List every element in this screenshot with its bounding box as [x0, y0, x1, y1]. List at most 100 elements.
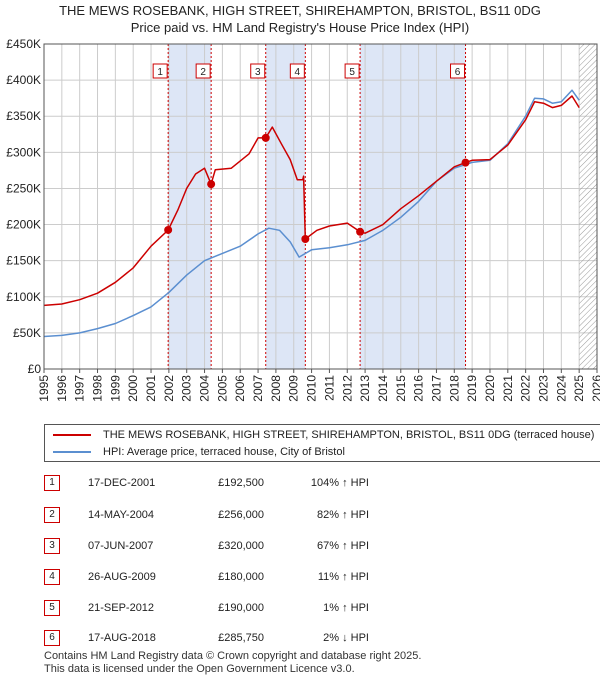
x-tick-label: 1997 — [73, 375, 87, 402]
table-row: 3 07-JUN-2007 £320,000 67% ↑ HPI — [44, 538, 374, 558]
sale-marker-label: 1 — [157, 67, 163, 78]
x-tick-label: 2009 — [287, 375, 301, 402]
x-tick-label: 2021 — [501, 375, 515, 402]
table-row: 4 26-AUG-2009 £180,000 11% ↑ HPI — [44, 569, 374, 589]
sale-hpi-change: 2% ↓ HPI — [323, 632, 369, 644]
sale-marker-label: 4 — [295, 67, 301, 78]
x-tick-label: 2019 — [465, 375, 479, 402]
sale-number: 4 — [44, 569, 60, 585]
sale-point — [461, 158, 470, 167]
x-tick-label: 2018 — [447, 375, 461, 402]
y-tick-label: £200K — [6, 218, 41, 232]
price-chart: 1 2 3 4 5 6 £0 £50K £100K £150K £200K £250K £300K £3… — [6, 37, 600, 402]
y-tick-label: £50K — [13, 326, 41, 340]
x-tick-label: 2023 — [536, 375, 550, 402]
x-tick-label: 2011 — [322, 375, 336, 401]
y-tick-label: £450K — [6, 37, 41, 51]
legend-hpi-line — [53, 451, 91, 453]
chart-subtitle: Price paid vs. HM Land Registry's House … — [130, 20, 470, 35]
sale-marker-box — [152, 63, 168, 79]
sale-point — [301, 235, 310, 243]
hatched-region — [579, 44, 597, 369]
sale-date: 26-AUG-2009 — [88, 571, 156, 583]
sale-marker-box — [450, 63, 466, 79]
sale-marker-label: 2 — [200, 67, 206, 78]
legend-hpi-label: HPI: Average price, terraced house, City… — [103, 446, 345, 458]
sale-hpi-change: 104% ↑ HPI — [310, 477, 369, 489]
y-tick-label: £150K — [6, 254, 41, 268]
sale-marker-box — [250, 63, 266, 79]
sale-number: 6 — [44, 630, 60, 646]
legend-item-property: THE MEWS ROSEBANK, HIGH STREET, SHIREHAM… — [53, 427, 594, 443]
x-tick-label: 2025 — [572, 375, 586, 402]
sale-price: £190,000 — [218, 602, 264, 614]
hpi-series-line — [43, 89, 580, 338]
x-tick-label: 2016 — [412, 375, 426, 402]
y-tick-label: £100K — [6, 290, 41, 304]
x-tick-label: 2022 — [519, 375, 533, 402]
sale-marker-label: 3 — [255, 67, 261, 78]
sale-price: £256,000 — [218, 509, 264, 521]
x-tick-label: 2001 — [144, 375, 158, 402]
sale-marker-box — [344, 63, 360, 79]
footer-copyright: Contains HM Land Registry data © Crown c… — [44, 650, 422, 662]
sale-number: 2 — [44, 507, 60, 523]
sale-date: 17-DEC-2001 — [88, 477, 156, 489]
sale-price: £320,000 — [218, 540, 264, 552]
sale-date: 17-AUG-2018 — [88, 632, 156, 644]
sale-number: 5 — [44, 600, 60, 616]
shaded-period — [168, 44, 212, 369]
sale-date: 14-MAY-2004 — [88, 509, 155, 521]
footer: Contains HM Land Registry data © Crown c… — [44, 650, 421, 676]
y-tick-label: £250K — [6, 181, 41, 195]
x-tick-label: 2026 — [590, 375, 600, 402]
x-tick-label: 2014 — [376, 375, 390, 402]
x-tick-label: 2000 — [126, 375, 140, 402]
x-tick-label: 2008 — [269, 375, 283, 402]
x-tick-label: 2020 — [483, 375, 497, 402]
sale-marker-label: 5 — [349, 67, 355, 78]
sale-hpi-change: 11% ↑ HPI — [317, 571, 369, 583]
x-tick-label: 2005 — [215, 375, 229, 402]
y-tick-label: £300K — [6, 145, 41, 159]
x-tick-label: 2004 — [198, 375, 212, 402]
shaded-period — [265, 44, 306, 369]
sale-marker-label: 6 — [455, 67, 461, 78]
legend: THE MEWS ROSEBANK, HIGH STREET, SHIREHAM… — [44, 424, 600, 462]
x-tick-label: 1999 — [108, 375, 122, 402]
sale-marker-box — [289, 63, 305, 79]
x-tick-label: 2024 — [554, 375, 568, 402]
sale-point — [261, 133, 270, 142]
x-tick-label: 2015 — [394, 375, 408, 402]
x-tick-label: 2013 — [358, 375, 372, 402]
sale-date: 07-JUN-2007 — [88, 540, 154, 552]
property-series-line — [43, 95, 580, 307]
x-tick-label: 2010 — [305, 375, 319, 402]
sale-price: £192,500 — [218, 477, 264, 489]
x-tick-label: 2012 — [340, 375, 354, 402]
y-tick-label: £400K — [6, 73, 41, 87]
x-tick-label: 2006 — [233, 375, 247, 402]
sale-price: £180,000 — [218, 571, 264, 583]
sale-number: 3 — [44, 538, 60, 554]
x-tick-label: 1996 — [55, 375, 69, 402]
sale-hpi-change: 82% ↑ HPI — [317, 509, 369, 521]
legend-property-line — [53, 434, 91, 436]
sale-point — [207, 180, 216, 189]
sale-marker-box — [195, 63, 211, 79]
footer-licence: This data is licensed under the Open Gov… — [44, 663, 355, 675]
sale-hpi-change: 1% ↑ HPI — [323, 602, 369, 614]
y-tick-label: £0 — [28, 362, 42, 376]
x-tick-label: 2007 — [251, 375, 265, 402]
x-tick-label: 1995 — [37, 375, 51, 402]
sale-hpi-change: 67% ↑ HPI — [317, 540, 369, 552]
chart-title: THE MEWS ROSEBANK, HIGH STREET, SHIREHAM… — [59, 3, 541, 18]
x-tick-label: 2003 — [180, 375, 194, 402]
table-row: 2 14-MAY-2004 £256,000 82% ↑ HPI — [44, 507, 374, 527]
sale-point — [164, 225, 173, 234]
table-row: 6 17-AUG-2018 £285,750 2% ↓ HPI — [44, 630, 374, 650]
legend-item-hpi: HPI: Average price, terraced house, City… — [53, 444, 345, 460]
sale-date: 21-SEP-2012 — [88, 602, 155, 614]
table-row: 5 21-SEP-2012 £190,000 1% ↑ HPI — [44, 600, 374, 620]
x-tick-label: 1998 — [91, 375, 105, 402]
